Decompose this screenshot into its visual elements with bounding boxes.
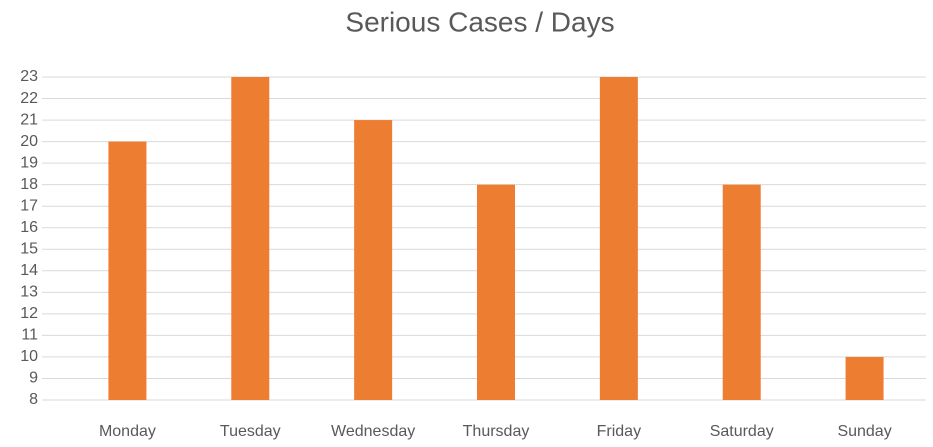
bar bbox=[599, 77, 638, 400]
x-tick-label: Sunday bbox=[837, 423, 891, 440]
bar bbox=[108, 141, 147, 400]
y-tick-label: 10 bbox=[20, 348, 38, 365]
y-tick-label: 20 bbox=[20, 133, 38, 150]
y-tick-label: 21 bbox=[20, 111, 38, 128]
y-tick-label: 8 bbox=[29, 391, 38, 408]
bar bbox=[722, 184, 761, 400]
x-tick-label: Tuesday bbox=[220, 423, 281, 440]
y-tick-label: 15 bbox=[20, 240, 38, 257]
bar bbox=[477, 184, 515, 400]
y-tick-label: 23 bbox=[20, 68, 38, 85]
y-tick-label: 22 bbox=[20, 90, 38, 107]
y-tick-label: 11 bbox=[21, 327, 38, 344]
x-tick-label: Saturday bbox=[710, 423, 774, 440]
y-tick-label: 14 bbox=[20, 262, 38, 279]
y-tick-label: 9 bbox=[29, 370, 38, 387]
y-tick-label: 13 bbox=[20, 284, 38, 301]
x-tick-label: Wednesday bbox=[331, 423, 415, 440]
y-tick-label: 19 bbox=[20, 154, 38, 171]
x-tick-label: Monday bbox=[99, 423, 156, 440]
x-tick-label: Friday bbox=[597, 423, 641, 440]
y-tick-label: 12 bbox=[20, 305, 38, 322]
y-tick-label: 18 bbox=[20, 176, 38, 193]
chart-title: Serious Cases / Days bbox=[345, 6, 614, 37]
x-tick-label: Thursday bbox=[463, 423, 530, 440]
bar bbox=[231, 77, 270, 400]
y-tick-label: 16 bbox=[20, 219, 38, 236]
bar bbox=[354, 120, 393, 401]
y-tick-label: 17 bbox=[20, 197, 38, 214]
bar bbox=[845, 356, 884, 400]
